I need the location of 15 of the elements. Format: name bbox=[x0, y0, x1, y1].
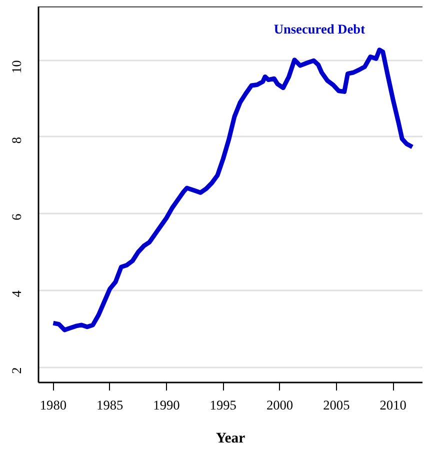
x-tick-label: 1995 bbox=[210, 398, 237, 412]
x-tick-label: 2000 bbox=[266, 398, 294, 412]
y-tick-label: 8 bbox=[9, 136, 24, 144]
x-tick-label: 2010 bbox=[380, 398, 407, 412]
x-tick-label: 1980 bbox=[40, 398, 67, 412]
y-tick-label: 6 bbox=[9, 213, 24, 220]
y-tick-label: 10 bbox=[9, 60, 24, 74]
series-label: Unsecured Debt bbox=[274, 21, 366, 36]
line-series bbox=[50, 48, 415, 332]
y-tick-label: 2 bbox=[9, 367, 24, 374]
x-tick-label: 2005 bbox=[323, 398, 350, 412]
x-axis-title: Year bbox=[216, 430, 246, 446]
x-tick-label: 1985 bbox=[96, 398, 124, 412]
y-tick-label: 4 bbox=[9, 290, 24, 298]
x-tick-label: 1990 bbox=[153, 398, 180, 412]
